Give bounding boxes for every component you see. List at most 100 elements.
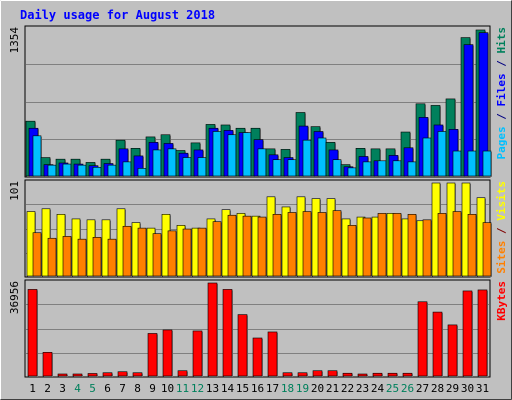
bar-pages-day-2 <box>47 164 57 177</box>
bar-pages-day-9 <box>152 149 162 177</box>
bar-kbytes-day-4 <box>72 373 83 377</box>
legend-entry: KBytes <box>495 281 508 321</box>
bar-pages-day-29 <box>452 150 462 177</box>
x-tick-label: 14 <box>221 382 235 395</box>
x-tick-label: 19 <box>296 382 309 395</box>
x-tick-label: 23 <box>356 382 369 395</box>
bar-sites-day-3 <box>62 236 72 277</box>
x-tick-label: 12 <box>191 382 204 395</box>
bar-kbytes-day-25 <box>387 372 398 377</box>
x-tick-label: 24 <box>371 382 385 395</box>
bar-pages-day-16 <box>257 148 267 177</box>
bar-pages-day-13 <box>212 131 222 177</box>
bar-sites-day-10 <box>167 230 177 277</box>
x-tick-label: 20 <box>311 382 324 395</box>
x-tick-label: 28 <box>431 382 444 395</box>
x-tick-label: 6 <box>104 382 111 395</box>
chart-panels: 1354 Pages / Files / Hits 101 Sites / Visit… <box>8 25 508 378</box>
bar-sites-day-16 <box>257 216 267 277</box>
x-tick-label: 13 <box>206 382 219 395</box>
x-tick-label: 1 <box>29 382 36 395</box>
bar-kbytes-day-12 <box>192 330 203 377</box>
bar-pages-day-22 <box>347 167 357 177</box>
bar-sites-day-21 <box>332 210 342 277</box>
x-tick-label: 2 <box>44 382 51 395</box>
bar-kbytes-day-2 <box>42 352 53 377</box>
x-tick-label: 25 <box>386 382 399 395</box>
bar-sites-day-20 <box>317 212 327 277</box>
bar-pages-day-1 <box>32 135 42 177</box>
legend-entry: Visits <box>495 181 508 221</box>
x-tick-label: 15 <box>236 382 249 395</box>
bar-sites-day-8 <box>137 227 147 277</box>
y-max-label: 1354 <box>8 27 21 54</box>
bar-kbytes-day-30 <box>462 290 473 377</box>
bar-pages-day-10 <box>167 148 177 177</box>
legend-entry: / <box>495 107 508 127</box>
bar-sites-day-23 <box>362 217 372 277</box>
kbytes-panel: 36956 KBytes <box>8 279 508 378</box>
x-tick-label: 11 <box>176 382 189 395</box>
x-tick-label: 3 <box>59 382 66 395</box>
x-tick-label: 17 <box>266 382 279 395</box>
bar-kbytes-day-18 <box>282 372 293 377</box>
bar-kbytes-day-7 <box>117 371 128 377</box>
bar-pages-day-17 <box>272 159 282 177</box>
y-max-label: 36956 <box>8 281 21 314</box>
bar-sites-day-4 <box>77 238 87 277</box>
bar-pages-day-24 <box>377 160 387 177</box>
bar-kbytes-day-13 <box>207 282 218 377</box>
bar-kbytes-day-6 <box>102 372 113 377</box>
bar-sites-day-12 <box>197 227 207 277</box>
bar-kbytes-day-28 <box>432 311 443 377</box>
bar-pages-day-14 <box>227 134 237 177</box>
legend-entry: Sites <box>495 241 508 274</box>
x-tick-label: 30 <box>461 382 474 395</box>
bar-sites-day-24 <box>377 213 387 277</box>
bar-pages-day-31 <box>482 150 492 177</box>
bar-pages-day-4 <box>77 164 87 177</box>
bar-sites-day-27 <box>422 219 432 277</box>
x-tick-label: 5 <box>89 382 96 395</box>
bar-sites-day-2 <box>47 237 57 277</box>
bar-pages-day-3 <box>62 163 72 177</box>
x-tick-label: 7 <box>119 382 126 395</box>
x-tick-label: 8 <box>134 382 141 395</box>
bar-kbytes-day-21 <box>327 370 338 377</box>
bar-kbytes-day-16 <box>252 337 263 377</box>
x-tick-label: 10 <box>161 382 174 395</box>
bar-sites-day-22 <box>347 225 357 277</box>
bar-sites-day-6 <box>107 238 117 277</box>
x-tick-label: 27 <box>416 382 429 395</box>
bar-pages-day-26 <box>407 161 417 177</box>
bar-pages-day-5 <box>92 167 102 177</box>
legend-entry: Files <box>495 73 508 106</box>
x-tick-label: 9 <box>149 382 156 395</box>
bar-sites-day-31 <box>482 222 492 277</box>
x-tick-label: 22 <box>341 382 354 395</box>
bar-sites-day-19 <box>302 211 312 277</box>
x-tick-label: 18 <box>281 382 294 395</box>
hits-panel: 1354 Pages / Files / Hits <box>8 25 508 178</box>
legend-entry: / <box>495 54 508 74</box>
bar-pages-day-11 <box>182 157 192 177</box>
bar-sites-day-18 <box>287 212 297 277</box>
y-max-label: 101 <box>8 181 21 201</box>
bar-pages-day-18 <box>287 159 297 177</box>
legend-entry: Hits <box>495 27 508 54</box>
bar-sites-day-7 <box>122 225 132 277</box>
bar-kbytes-day-26 <box>402 372 413 377</box>
bar-pages-day-20 <box>317 137 327 177</box>
bar-pages-day-6 <box>107 164 117 177</box>
bar-pages-day-28 <box>437 131 447 177</box>
series-legend: KBytes <box>495 281 508 321</box>
x-tick-label: 26 <box>401 382 414 395</box>
series-legend: Pages / Files / Hits <box>495 27 508 160</box>
bar-kbytes-day-22 <box>342 372 353 377</box>
bar-kbytes-day-14 <box>222 289 233 377</box>
bar-sites-day-17 <box>272 214 282 277</box>
bar-kbytes-day-10 <box>162 329 173 377</box>
bar-kbytes-day-31 <box>477 289 488 377</box>
bar-kbytes-day-3 <box>57 373 68 377</box>
